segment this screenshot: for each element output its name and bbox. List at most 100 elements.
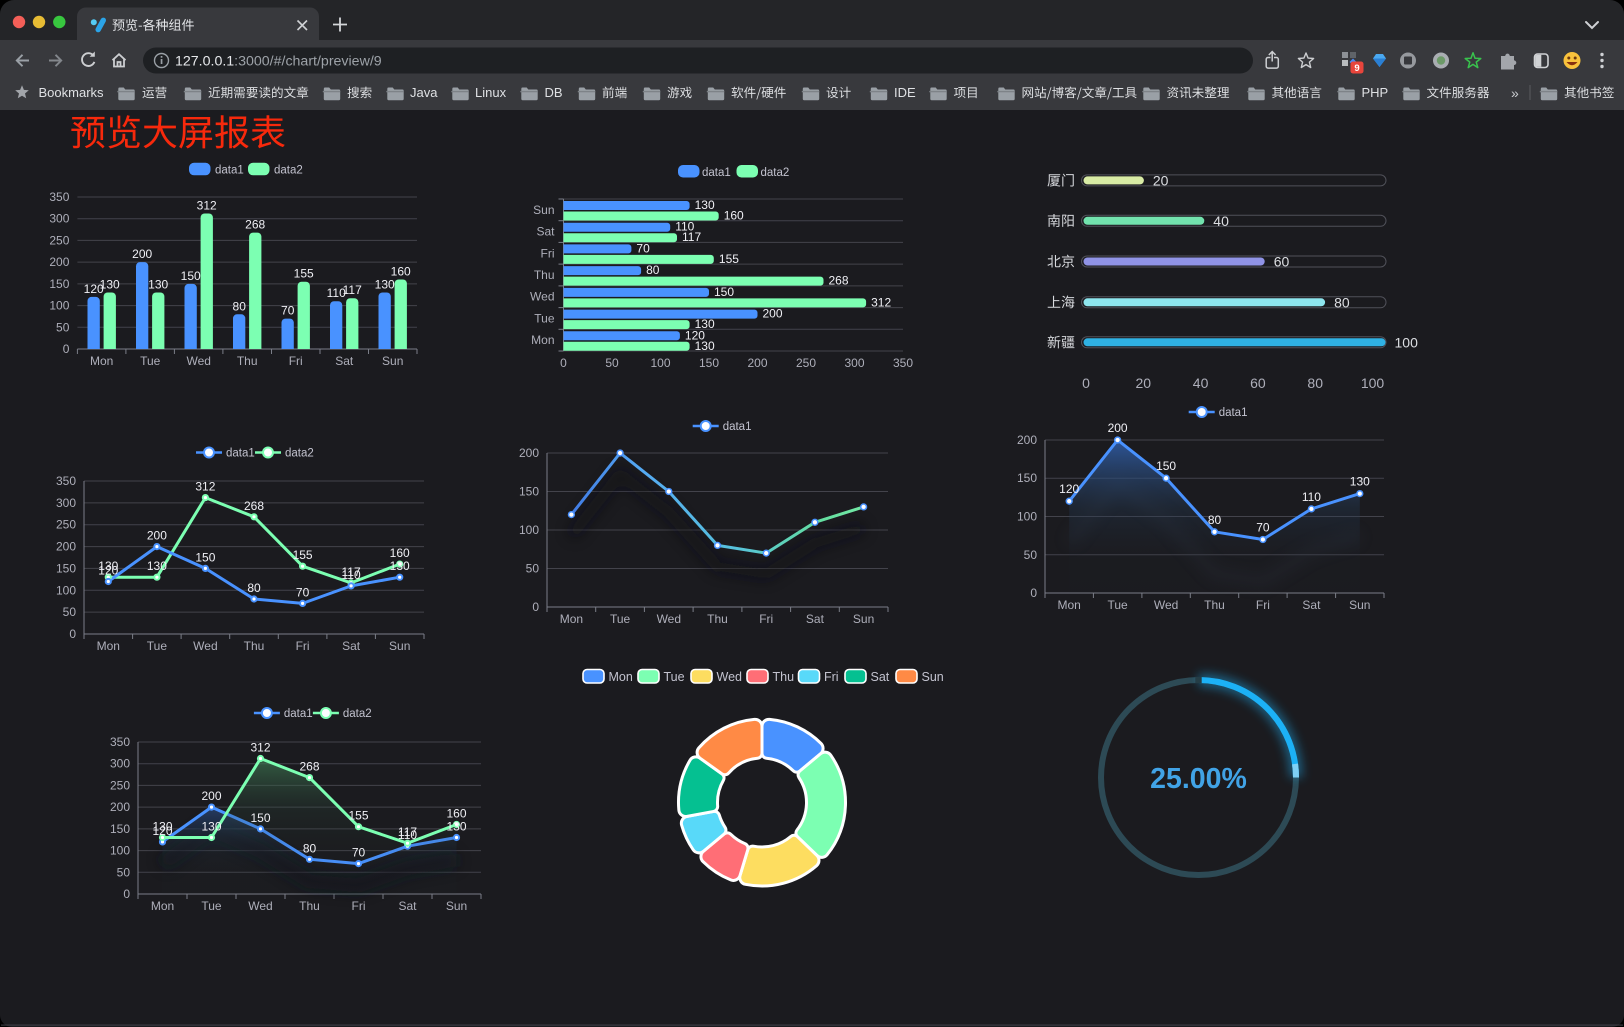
svg-text:110: 110 [1302, 490, 1321, 504]
svg-text:150: 150 [250, 811, 270, 825]
svg-text:Wed: Wed [186, 354, 210, 368]
svg-text:9: 9 [1354, 63, 1359, 74]
svg-text:200: 200 [763, 307, 783, 321]
svg-text:150: 150 [699, 356, 719, 370]
svg-text:Thu: Thu [1204, 598, 1225, 612]
svg-text:80: 80 [303, 841, 317, 855]
svg-text:150: 150 [110, 822, 130, 836]
svg-text:Thu: Thu [773, 670, 795, 684]
svg-text:Thu: Thu [237, 354, 258, 368]
svg-text:80: 80 [1307, 375, 1323, 391]
svg-text:100: 100 [49, 299, 69, 313]
svg-text:200: 200 [1017, 433, 1037, 447]
svg-text:Wed: Wed [248, 899, 272, 913]
svg-text:Fri: Fri [759, 612, 773, 626]
svg-text:»: » [1511, 85, 1519, 101]
svg-text:200: 200 [132, 247, 152, 261]
svg-text:data1: data1 [723, 421, 752, 433]
svg-text:250: 250 [49, 233, 69, 247]
svg-text:200: 200 [110, 800, 130, 814]
svg-text:0: 0 [69, 627, 76, 641]
svg-text:200: 200 [1108, 421, 1128, 435]
svg-text:350: 350 [56, 474, 76, 488]
svg-text:Tue: Tue [1107, 598, 1128, 612]
svg-text:Wed: Wed [530, 290, 554, 304]
svg-text:25.00%: 25.00% [1150, 763, 1247, 795]
svg-text:312: 312 [195, 480, 215, 494]
svg-text:Tue: Tue [610, 612, 631, 626]
svg-text:150: 150 [519, 485, 539, 499]
svg-text:150: 150 [195, 550, 215, 564]
svg-text:110: 110 [398, 828, 417, 842]
svg-text:Sun: Sun [446, 899, 467, 913]
svg-text:127.0.0.1:3000/#/chart/preview: 127.0.0.1:3000/#/chart/preview/9 [175, 54, 382, 70]
svg-text:Thu: Thu [299, 899, 320, 913]
svg-text:100: 100 [1395, 334, 1419, 350]
svg-text:Mon: Mon [531, 333, 554, 347]
svg-text:350: 350 [110, 735, 130, 749]
svg-text:DB: DB [545, 85, 563, 100]
svg-text:IDE: IDE [894, 85, 916, 100]
svg-text:50: 50 [56, 320, 70, 334]
svg-text:Mon: Mon [560, 612, 583, 626]
svg-text:80: 80 [646, 263, 660, 277]
svg-text:0: 0 [123, 887, 130, 901]
svg-text:312: 312 [871, 295, 891, 309]
svg-text:Fri: Fri [352, 899, 366, 913]
svg-text:268: 268 [245, 218, 265, 232]
svg-text:130: 130 [148, 278, 168, 292]
svg-text:130: 130 [98, 559, 118, 573]
svg-text:60: 60 [1274, 254, 1290, 270]
svg-text:300: 300 [49, 212, 69, 226]
svg-text:130: 130 [695, 198, 715, 212]
svg-text:Wed: Wed [717, 670, 743, 684]
svg-text:155: 155 [293, 548, 313, 562]
svg-text:Sat: Sat [398, 899, 417, 913]
svg-text:Sun: Sun [922, 670, 944, 684]
svg-text:200: 200 [747, 356, 767, 370]
svg-text:150: 150 [714, 285, 734, 299]
svg-text:data1: data1 [215, 165, 244, 177]
svg-text:100: 100 [110, 844, 130, 858]
svg-text:160: 160 [724, 209, 744, 223]
svg-text:0: 0 [560, 356, 567, 370]
svg-text:Tue: Tue [534, 311, 555, 325]
svg-text:70: 70 [352, 846, 366, 860]
svg-text:Thu: Thu [707, 612, 728, 626]
svg-text:300: 300 [110, 757, 130, 771]
svg-text:50: 50 [63, 605, 77, 619]
svg-text:40: 40 [1213, 213, 1229, 229]
svg-text:80: 80 [1334, 294, 1350, 310]
svg-text:110: 110 [675, 220, 694, 234]
svg-text:Sun: Sun [382, 354, 403, 368]
svg-text:120: 120 [84, 282, 104, 296]
svg-text:Sun: Sun [389, 639, 410, 653]
svg-text:130: 130 [100, 278, 120, 292]
svg-text:Sat: Sat [806, 612, 825, 626]
svg-text:200: 200 [147, 529, 167, 543]
svg-text:130: 130 [390, 559, 410, 573]
svg-text:Tue: Tue [140, 354, 161, 368]
svg-text:data2: data2 [285, 448, 314, 460]
svg-text:130: 130 [375, 278, 395, 292]
svg-text:200: 200 [49, 255, 69, 269]
svg-text:110: 110 [327, 286, 346, 300]
svg-text:160: 160 [390, 546, 410, 560]
svg-text:117: 117 [342, 565, 361, 579]
svg-text:40: 40 [1193, 375, 1209, 391]
svg-text:268: 268 [299, 760, 319, 774]
svg-text:150: 150 [1017, 471, 1037, 485]
svg-text:250: 250 [796, 356, 816, 370]
svg-text:130: 130 [695, 317, 715, 331]
svg-text:50: 50 [1024, 548, 1038, 562]
svg-text:Sun: Sun [533, 203, 554, 217]
svg-text:130: 130 [147, 559, 167, 573]
svg-text:20: 20 [1153, 172, 1169, 188]
svg-text:130: 130 [695, 339, 715, 353]
svg-text:130: 130 [201, 820, 221, 834]
svg-text:Fri: Fri [541, 246, 555, 260]
svg-text:155: 155 [294, 267, 314, 281]
svg-text:data1: data1 [1219, 407, 1248, 419]
svg-text:312: 312 [250, 741, 270, 755]
svg-text:Bookmarks: Bookmarks [39, 85, 105, 100]
